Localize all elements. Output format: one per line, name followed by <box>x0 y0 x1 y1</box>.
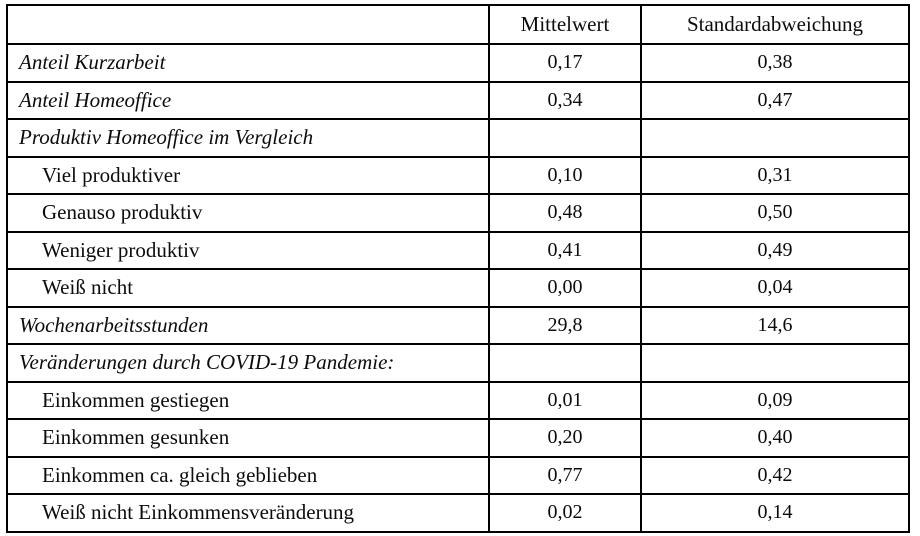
table-row: Einkommen ca. gleich geblieben 0,77 0,42 <box>6 455 910 495</box>
row-label: Weiß nicht <box>6 268 490 308</box>
standardabweichung-value: 0,50 <box>640 193 910 233</box>
standardabweichung-value: 0,49 <box>640 230 910 270</box>
descriptive-statistics-table: Mittelwert Standardabweichung Anteil Kur… <box>6 4 910 533</box>
table-row: Einkommen gesunken 0,20 0,40 <box>6 418 910 458</box>
mittelwert-value: 0,10 <box>488 155 642 195</box>
mittelwert-value: 0,01 <box>488 380 642 420</box>
mittelwert-value: 0,17 <box>488 43 642 83</box>
table-row: Wochenarbeitsstunden 29,8 14,6 <box>6 305 910 345</box>
mittelwert-value: 0,34 <box>488 80 642 120</box>
row-label: Anteil Kurzarbeit <box>6 43 490 83</box>
standardabweichung-value: 0,42 <box>640 455 910 495</box>
row-label: Einkommen ca. gleich geblieben <box>6 455 490 495</box>
column-header-standardabweichung: Standardabweichung <box>640 4 910 45</box>
standardabweichung-value: 0,47 <box>640 80 910 120</box>
row-label: Weniger produktiv <box>6 230 490 270</box>
row-label: Einkommen gesunken <box>6 418 490 458</box>
row-label: Viel produktiver <box>6 155 490 195</box>
standardabweichung-value: 14,6 <box>640 305 910 345</box>
mittelwert-value: 0,20 <box>488 418 642 458</box>
row-label: Genauso produktiv <box>6 193 490 233</box>
table-row: Weiß nicht 0,00 0,04 <box>6 268 910 308</box>
header-row: Mittelwert Standardabweichung <box>6 4 910 45</box>
table-row: Weniger produktiv 0,41 0,49 <box>6 230 910 270</box>
table-row: Viel produktiver 0,10 0,31 <box>6 155 910 195</box>
mittelwert-value: 0,41 <box>488 230 642 270</box>
standardabweichung-value: 0,14 <box>640 493 910 533</box>
mittelwert-value: 29,8 <box>488 305 642 345</box>
row-label: Weiß nicht Einkommensveränderung <box>6 493 490 533</box>
mittelwert-value: 0,02 <box>488 493 642 533</box>
mittelwert-value: 0,00 <box>488 268 642 308</box>
mittelwert-value <box>488 343 642 383</box>
table-row: Produktiv Homeoffice im Vergleich <box>6 118 910 158</box>
standardabweichung-value: 0,40 <box>640 418 910 458</box>
row-label: Anteil Homeoffice <box>6 80 490 120</box>
table-row: Einkommen gestiegen 0,01 0,09 <box>6 380 910 420</box>
table-row: Weiß nicht Einkommensveränderung 0,02 0,… <box>6 493 910 533</box>
row-label: Veränderungen durch COVID-19 Pandemie: <box>6 343 490 383</box>
standardabweichung-value: 0,31 <box>640 155 910 195</box>
mittelwert-value <box>488 118 642 158</box>
table-row: Genauso produktiv 0,48 0,50 <box>6 193 910 233</box>
row-label: Produktiv Homeoffice im Vergleich <box>6 118 490 158</box>
standardabweichung-value <box>640 118 910 158</box>
mittelwert-value: 0,77 <box>488 455 642 495</box>
row-label: Wochenarbeitsstunden <box>6 305 490 345</box>
row-label: Einkommen gestiegen <box>6 380 490 420</box>
standardabweichung-value: 0,09 <box>640 380 910 420</box>
standardabweichung-value: 0,04 <box>640 268 910 308</box>
column-header-empty <box>6 4 490 45</box>
standardabweichung-value <box>640 343 910 383</box>
table-row: Veränderungen durch COVID-19 Pandemie: <box>6 343 910 383</box>
mittelwert-value: 0,48 <box>488 193 642 233</box>
standardabweichung-value: 0,38 <box>640 43 910 83</box>
table-row: Anteil Kurzarbeit 0,17 0,38 <box>6 43 910 83</box>
column-header-mittelwert: Mittelwert <box>488 4 642 45</box>
table-row: Anteil Homeoffice 0,34 0,47 <box>6 80 910 120</box>
